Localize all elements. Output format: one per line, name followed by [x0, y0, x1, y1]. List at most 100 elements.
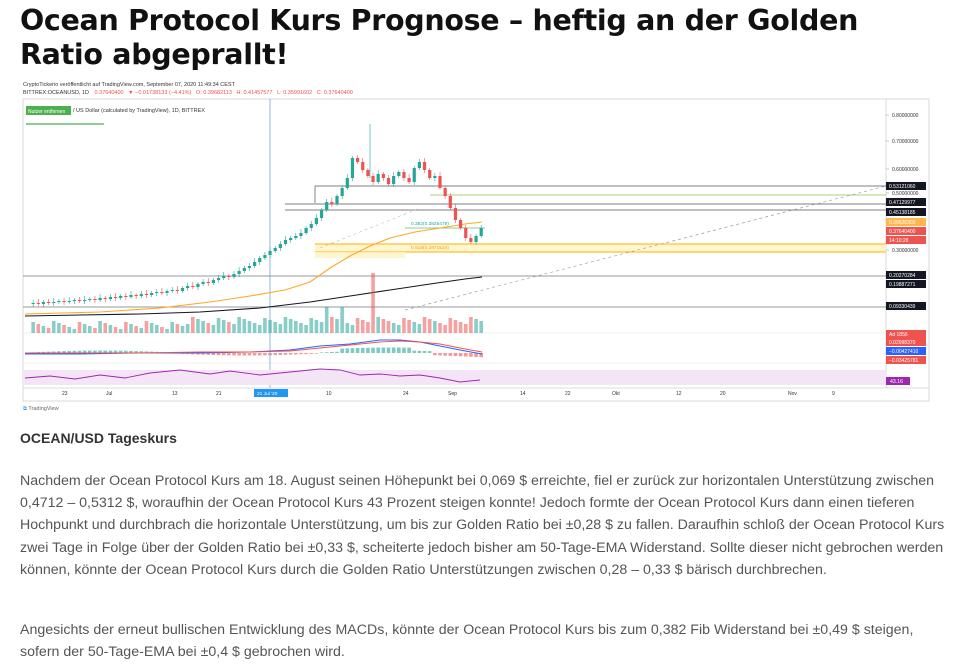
- pane-title: / US Dollar (calculated by TradingView),…: [73, 108, 205, 114]
- candle: [469, 234, 473, 244]
- volume-bar: [438, 323, 442, 333]
- macd-hist-bar: [227, 353, 231, 356]
- macd-hist-bar: [51, 351, 56, 353]
- price-label: 0.47129977: [889, 200, 916, 206]
- candle: [428, 168, 432, 180]
- macd-hist-bar: [376, 347, 380, 353]
- macd-hist-bar: [288, 353, 293, 355]
- candle: [144, 290, 149, 298]
- candlesticks: [31, 124, 483, 307]
- candle: [314, 214, 318, 226]
- candle: [371, 173, 375, 185]
- price-axis-labels: 0.53121060 0.47129977 0.45138185 0.39626302…: [886, 182, 926, 310]
- candle: [88, 297, 92, 302]
- time-tick-label: 22: [565, 391, 571, 397]
- time-tick-label: 24: [403, 391, 409, 397]
- candle: [453, 204, 458, 223]
- macd-hist-bar: [350, 348, 355, 353]
- volume-bar: [407, 320, 411, 333]
- macd-hist-bar: [283, 353, 288, 355]
- volume-bar: [427, 319, 432, 333]
- macd-hist-bar: [36, 352, 41, 353]
- time-tick-label: 12: [676, 391, 682, 397]
- volume-bar: [185, 324, 190, 333]
- volume-bar: [93, 328, 97, 333]
- macd-hist-bar: [278, 353, 283, 355]
- candle: [242, 266, 246, 273]
- volume-bar: [206, 323, 211, 333]
- volume-bar: [366, 322, 370, 333]
- macd-hist-bar: [62, 351, 66, 353]
- volume-bar: [149, 323, 154, 333]
- candle: [57, 299, 61, 304]
- volume-bar: [340, 307, 344, 333]
- volume-bar: [180, 326, 185, 333]
- candle: [83, 296, 87, 304]
- macd-hist-bar: [257, 353, 262, 356]
- macd-hist-bar: [474, 353, 478, 357]
- last-price: 0.37640400: [95, 90, 124, 96]
- macd-hist-bar: [402, 347, 406, 353]
- macd-hist-bar: [345, 348, 350, 353]
- tradingview-logo-icon: ⧉: [23, 406, 27, 412]
- volume-bar: [330, 317, 334, 333]
- volume-bar: [242, 319, 247, 333]
- volume-bar: [88, 326, 92, 333]
- volume-bar: [448, 318, 453, 333]
- candle: [464, 225, 468, 241]
- candle: [196, 282, 200, 290]
- candle: [206, 278, 210, 286]
- volume-bar: [237, 317, 241, 333]
- candle: [62, 298, 66, 305]
- macd-hist-bar: [443, 353, 447, 356]
- article-title: Ocean Protocol Kurs Prognose – heftig an…: [20, 4, 859, 71]
- macd-label: −0.00427410: [889, 349, 919, 355]
- candle: [479, 225, 483, 238]
- volume-bar: [299, 323, 303, 333]
- candle: [93, 296, 97, 303]
- volume-bar: [227, 322, 231, 333]
- candle: [402, 169, 406, 181]
- candle: [155, 289, 159, 296]
- volume-bar: [221, 320, 226, 333]
- candle: [335, 194, 339, 206]
- volume-bar: [247, 321, 252, 333]
- candle: [175, 286, 179, 294]
- volume-bar: [257, 325, 262, 333]
- candle: [376, 170, 380, 184]
- volume-bar: [211, 325, 216, 333]
- macd-hist-bar: [57, 351, 61, 353]
- tradingview-brand: ⧉ TradingView: [23, 406, 59, 413]
- time-highlight: 21 Jul '20: [257, 391, 278, 397]
- macd-hist-bar: [422, 350, 427, 353]
- candle: [119, 294, 123, 300]
- volume-bar: [283, 317, 288, 333]
- candle: [361, 158, 365, 173]
- candle: [72, 298, 76, 304]
- paragraph-1: Nachdem der Ocean Protocol Kurs am 18. A…: [20, 473, 945, 578]
- candle: [191, 282, 195, 289]
- volume-bar: [412, 322, 417, 333]
- candle: [268, 247, 272, 258]
- candle: [325, 199, 329, 212]
- volume-bar: [165, 329, 169, 333]
- macd-pane: [25, 339, 483, 358]
- candle: [397, 170, 401, 178]
- volume-bar: [175, 324, 180, 333]
- volume-bar: [170, 322, 174, 333]
- macd-hist-bar: [386, 347, 391, 353]
- ohlc-high: H: 0.41457577: [236, 90, 272, 96]
- macd-hist-bar: [144, 351, 149, 353]
- candle: [113, 293, 118, 301]
- volume-bar: [335, 319, 339, 333]
- volume-bar: [422, 317, 427, 333]
- macd-hist-bar: [201, 353, 205, 355]
- macd-hist-bar: [397, 347, 401, 353]
- candle: [340, 185, 344, 199]
- volume-bar: [397, 325, 401, 333]
- candle: [31, 300, 35, 307]
- candle: [201, 279, 205, 286]
- symbol: BITTREX:OCEANUSD, 1D: [23, 90, 89, 96]
- candle: [47, 299, 51, 305]
- candle: [67, 297, 71, 304]
